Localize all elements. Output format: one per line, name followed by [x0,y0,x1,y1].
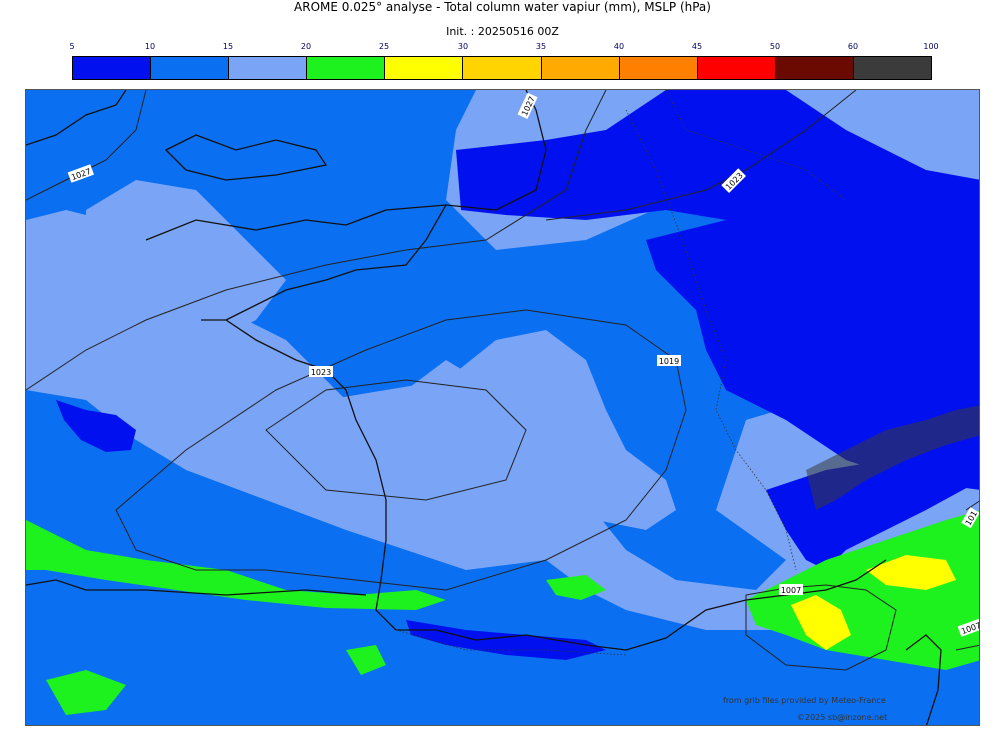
tcwv-field-medium [176,140,366,230]
legend-tick: 35 [535,42,547,51]
isobar-label: 1023 [311,368,331,377]
legend-tick: 50 [769,42,781,51]
tcwv-field-light [86,180,286,370]
isobar-label: 1019 [659,357,679,366]
isobars [26,90,979,671]
copyright: ©2025 sb@inzone.net [797,713,888,722]
tcwv-field-light [266,330,676,530]
legend-swatch [775,57,854,79]
tcwv-field-green [546,575,606,600]
legend-tick: 40 [613,42,625,51]
borders [395,90,847,656]
legend-swatch [463,57,542,79]
legend-swatch [697,57,776,79]
legend-tick: 20 [300,42,312,51]
legend-swatch [853,57,932,79]
color-legend [72,56,932,80]
legend-tick: 30 [457,42,469,51]
legend-swatch [151,57,230,79]
source-credit: from grib files provided by Meteo-France [723,696,886,705]
tcwv-field-dark [456,90,979,490]
map-title: AROME 0.025° analyse - Total column wate… [294,0,711,14]
legend-tick: 15 [222,42,234,51]
legend-tick: 45 [691,42,703,51]
legend-swatch [73,57,152,79]
legend-tick: 60 [847,42,859,51]
legend-swatch [541,57,620,79]
legend-tick: 5 [69,42,75,51]
tcwv-field-dark [56,400,136,452]
tcwv-field-green [346,645,386,675]
map-canvas: 1027 1027 1023 1019 1023 1007 [26,90,979,725]
legend-tick: 100 [923,42,939,51]
weather-map: 1027 1027 1023 1019 1023 1007 [25,89,980,726]
tcwv-field-green [46,670,126,715]
legend-tick: 25 [378,42,390,51]
tcwv-field-yellow [866,555,956,590]
isobar-label: 1007 [781,586,801,595]
legend-swatch [229,57,308,79]
isobar-labels: 1027 1027 1023 1019 1023 1007 [67,92,979,637]
tcwv-field-green [26,520,446,610]
legend-swatch [385,57,464,79]
tcwv-field-dark [406,620,606,660]
legend-swatch [307,57,386,79]
init-time: Init. : 20250516 00Z [446,25,559,38]
legend-swatch [619,57,698,79]
legend-tick: 10 [144,42,156,51]
tcwv-field-medium [26,390,979,725]
tcwv-field-yellow [791,595,851,650]
alpine-mask [806,405,979,510]
coastlines [26,90,942,725]
